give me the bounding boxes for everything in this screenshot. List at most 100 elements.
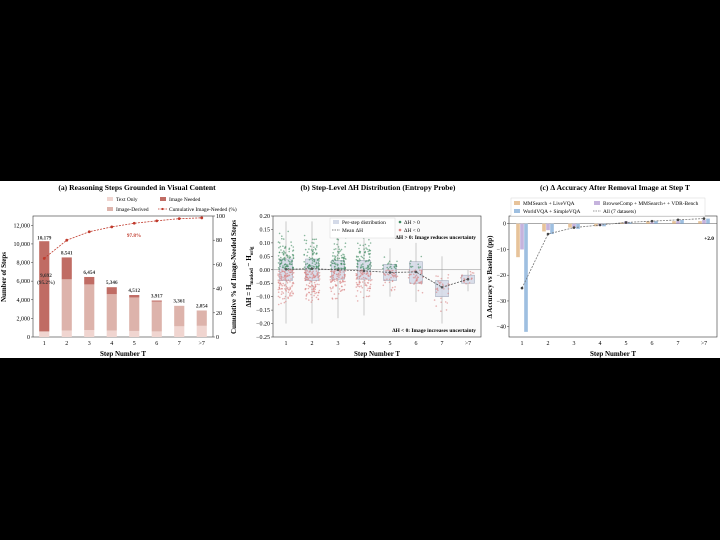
panel-b-point-negative [318, 272, 321, 274]
panel-b-point-positive [282, 254, 285, 256]
legend-positive: ΔH > 0 [404, 220, 420, 226]
panel-b-point-negative [392, 269, 394, 272]
panel-b-point-negative [366, 272, 369, 275]
panel-b-point-positive [315, 246, 318, 248]
panel-b-point-positive [318, 258, 320, 260]
panel-c-bar-mmsearch [672, 221, 676, 224]
panel-b-point-negative [314, 283, 317, 286]
panel-b-point-negative [393, 272, 396, 275]
panel-b-point-negative [336, 297, 338, 300]
panel-b-point-positive [336, 243, 338, 246]
panel-b-point-positive [344, 246, 346, 248]
panel-b-point-negative [307, 287, 310, 290]
panel-b-point-negative [361, 278, 363, 280]
panel-b-point-positive [355, 258, 358, 261]
panel-b-point-negative [359, 291, 362, 293]
panel-b-point-positive [356, 265, 358, 268]
panel-b-point-positive [308, 258, 311, 261]
panel-b-point-negative [361, 281, 364, 283]
panel-b-point-negative [314, 292, 316, 295]
panel-b-point-negative [336, 273, 338, 276]
panel-b-point-negative [305, 295, 308, 297]
panel-b-point-positive [369, 242, 372, 244]
panel-b-point-positive [340, 262, 343, 265]
panel-b-point-positive [369, 249, 372, 252]
panel-b-point-negative [314, 288, 317, 291]
panel-b-point-negative [330, 281, 332, 283]
panel-b-point-positive [409, 262, 412, 265]
panel-b-point-negative [412, 276, 415, 279]
panel-b-mean-point [414, 270, 418, 274]
panel-a-x-tick-label: 4 [110, 341, 113, 347]
panel-c-all-point [676, 218, 680, 222]
panel-b-point-negative [277, 274, 280, 277]
panel-b-point-positive [313, 266, 316, 268]
panel-b-point-negative [317, 291, 320, 294]
panel-b-point-negative [386, 273, 389, 275]
panel-b-point-negative [364, 284, 367, 286]
panel-b-point-negative [282, 298, 284, 300]
panel-b-point-positive [336, 238, 339, 240]
panel-b-point-positive [337, 250, 339, 253]
panel-b-point-positive [355, 255, 358, 258]
panel-b-point-negative [335, 284, 338, 287]
legend-swatch-mmsearch [514, 201, 520, 205]
panel-b-point-negative [317, 294, 319, 297]
panel-b-point-negative [394, 286, 396, 288]
panel-b-point-negative [308, 299, 310, 301]
panel-b-ylabel-mid: − H [245, 255, 253, 268]
panel-b-point-positive [364, 250, 367, 253]
panel-b-point-negative [304, 277, 306, 280]
panel-b-point-positive [331, 255, 334, 257]
panel-b-point-negative [469, 270, 472, 273]
panel-b-point-negative [308, 291, 310, 294]
panel-b-point-positive [303, 268, 306, 270]
panel-a-total-label: 5,346 [106, 280, 118, 286]
panel-b-point-negative [391, 274, 394, 277]
panel-b-point-negative [341, 285, 343, 288]
panel-b-point-negative [310, 280, 313, 283]
panel-a-cumulative-point [155, 219, 159, 223]
panel-b-point-positive [311, 259, 314, 262]
panel-b-point-negative [367, 295, 370, 298]
panel-b-y-tick-label: 0.05 [260, 254, 271, 260]
panel-b-point-negative [279, 282, 282, 284]
panel-b-point-positive [277, 241, 280, 243]
panel-b-point-negative [315, 280, 318, 282]
panel-b-point-negative [304, 272, 307, 274]
panel-b-point-positive [345, 258, 347, 260]
panel-b-point-negative [308, 282, 311, 284]
panel-b-point-positive [393, 266, 396, 268]
panel-a-x-tick-label: 3 [88, 341, 91, 347]
panel-b-point-positive [344, 268, 346, 270]
panel-a-x-tick-label: 6 [155, 341, 158, 347]
panel-b-point-negative [332, 276, 335, 279]
panel-c-bar-browsecomp [650, 222, 654, 224]
panel-b-point-negative [444, 301, 447, 303]
panel-b-point-positive [340, 254, 343, 257]
panel-b-point-negative [278, 284, 281, 287]
panel-a-y2-ticks: 0 20 40 60 80 100 [213, 214, 225, 341]
panel-b-point-positive [362, 268, 365, 270]
panel-b-point-negative [435, 305, 438, 307]
panel-b-point-positive [284, 263, 287, 265]
panel-b-point-positive [313, 238, 316, 241]
panel-b-point-negative [279, 288, 281, 290]
panel-b-point-positive [362, 263, 364, 265]
panel-b-point-positive [281, 258, 284, 261]
panel-a-total-label: 8,541 [61, 251, 73, 257]
panel-a-total-label: 6,454 [83, 270, 95, 276]
panel-b-point-positive [370, 261, 372, 264]
panel-b-point-positive [292, 246, 295, 248]
panel-b-point-negative [283, 278, 285, 281]
panel-b-point-negative [333, 271, 335, 273]
panel-b-point-negative [445, 309, 448, 311]
panel-a-annotation-pct: (95.2%) [37, 279, 55, 286]
panel-c-bar-worldvqa [628, 222, 632, 224]
panel-b-point-positive [333, 255, 336, 257]
panel-b-point-negative [361, 286, 364, 289]
panel-b-point-positive [365, 247, 367, 249]
panel-b-point-negative [447, 292, 450, 295]
panel-b-point-positive [410, 260, 412, 262]
panel-b-point-positive [277, 255, 280, 257]
